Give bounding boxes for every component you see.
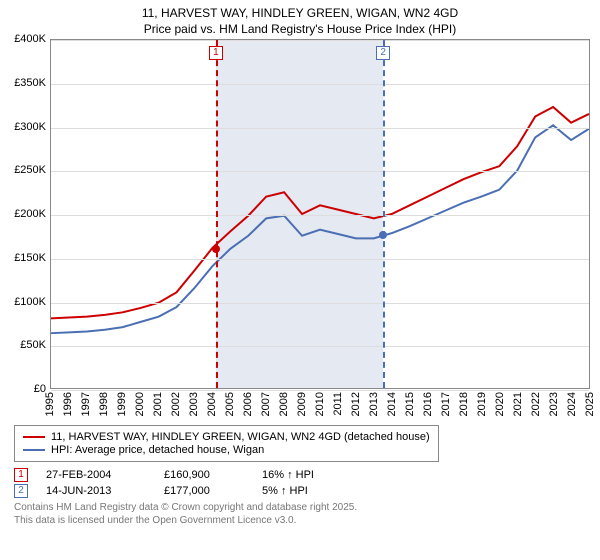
x-axis: 1995199619971998199920002001200220032004… bbox=[50, 389, 590, 419]
gridline bbox=[51, 215, 589, 216]
sale-marker-dot bbox=[212, 245, 220, 253]
sale-marker-box: 1 bbox=[209, 46, 223, 60]
x-tick-label: 2018 bbox=[458, 392, 470, 416]
footer-line-1: Contains HM Land Registry data © Crown c… bbox=[14, 502, 586, 515]
x-tick-label: 2023 bbox=[548, 392, 560, 416]
y-tick-label: £200K bbox=[14, 208, 46, 220]
sale-row-price: £177,000 bbox=[164, 485, 244, 497]
x-tick-label: 1999 bbox=[116, 392, 128, 416]
x-tick-label: 2004 bbox=[206, 392, 218, 416]
legend-swatch-1 bbox=[23, 436, 45, 438]
x-tick-label: 2008 bbox=[278, 392, 290, 416]
sale-marker-box: 2 bbox=[376, 46, 390, 60]
y-tick-label: £350K bbox=[14, 77, 46, 89]
footer-attribution: Contains HM Land Registry data © Crown c… bbox=[14, 502, 586, 527]
chart-container: £0£50K£100K£150K£200K£250K£300K£350K£400… bbox=[10, 39, 590, 419]
x-tick-label: 2007 bbox=[260, 392, 272, 416]
sale-marker-vline bbox=[383, 40, 385, 388]
plot-area: 12 bbox=[50, 39, 590, 389]
chart-title-block: 11, HARVEST WAY, HINDLEY GREEN, WIGAN, W… bbox=[0, 0, 600, 39]
x-tick-label: 2016 bbox=[422, 392, 434, 416]
gridline bbox=[51, 40, 589, 41]
chart-lines-svg bbox=[51, 40, 589, 388]
x-tick-label: 2012 bbox=[350, 392, 362, 416]
legend-label-2: HPI: Average price, detached house, Wiga… bbox=[51, 444, 264, 456]
x-tick-label: 2006 bbox=[242, 392, 254, 416]
x-tick-label: 2019 bbox=[476, 392, 488, 416]
x-tick-label: 2017 bbox=[440, 392, 452, 416]
sale-row-date: 14-JUN-2013 bbox=[46, 485, 146, 497]
x-tick-label: 2021 bbox=[512, 392, 524, 416]
gridline bbox=[51, 346, 589, 347]
x-tick-label: 1996 bbox=[62, 392, 74, 416]
legend-swatch-2 bbox=[23, 449, 45, 451]
y-tick-label: £400K bbox=[14, 33, 46, 45]
legend-item-hpi: HPI: Average price, detached house, Wiga… bbox=[23, 444, 430, 456]
sale-row-marker: 1 bbox=[14, 468, 28, 482]
gridline bbox=[51, 84, 589, 85]
gridline bbox=[51, 303, 589, 304]
x-tick-label: 2001 bbox=[152, 392, 164, 416]
x-tick-label: 2024 bbox=[566, 392, 578, 416]
x-tick-label: 2000 bbox=[134, 392, 146, 416]
x-tick-label: 2025 bbox=[584, 392, 596, 416]
x-tick-label: 2011 bbox=[332, 392, 344, 416]
x-tick-label: 2015 bbox=[404, 392, 416, 416]
y-tick-label: £250K bbox=[14, 164, 46, 176]
gridline bbox=[51, 128, 589, 129]
sale-row-price: £160,900 bbox=[164, 469, 244, 481]
y-axis: £0£50K£100K£150K£200K£250K£300K£350K£400… bbox=[10, 39, 50, 389]
x-tick-label: 2013 bbox=[368, 392, 380, 416]
gridline bbox=[51, 259, 589, 260]
x-tick-label: 1998 bbox=[98, 392, 110, 416]
sale-row-hpi: 16% ↑ HPI bbox=[262, 469, 362, 481]
chart-legend: 11, HARVEST WAY, HINDLEY GREEN, WIGAN, W… bbox=[14, 425, 439, 462]
y-tick-label: £100K bbox=[14, 296, 46, 308]
title-line-2: Price paid vs. HM Land Registry's House … bbox=[10, 22, 590, 38]
sale-row-date: 27-FEB-2004 bbox=[46, 469, 146, 481]
x-tick-label: 1995 bbox=[44, 392, 56, 416]
sale-row: 2 14-JUN-2013 £177,000 5% ↑ HPI bbox=[14, 484, 586, 498]
sale-marker-vline bbox=[216, 40, 218, 388]
y-tick-label: £300K bbox=[14, 121, 46, 133]
x-tick-label: 2010 bbox=[314, 392, 326, 416]
x-tick-label: 2014 bbox=[386, 392, 398, 416]
legend-item-price-paid: 11, HARVEST WAY, HINDLEY GREEN, WIGAN, W… bbox=[23, 431, 430, 443]
sale-summary: 1 27-FEB-2004 £160,900 16% ↑ HPI 2 14-JUN-201… bbox=[14, 468, 586, 498]
title-line-1: 11, HARVEST WAY, HINDLEY GREEN, WIGAN, W… bbox=[10, 6, 590, 22]
x-tick-label: 2020 bbox=[494, 392, 506, 416]
sale-row-marker: 2 bbox=[14, 484, 28, 498]
x-tick-label: 2009 bbox=[296, 392, 308, 416]
sale-row: 1 27-FEB-2004 £160,900 16% ↑ HPI bbox=[14, 468, 586, 482]
x-tick-label: 2003 bbox=[188, 392, 200, 416]
footer-line-2: This data is licensed under the Open Gov… bbox=[14, 515, 586, 528]
x-tick-label: 2022 bbox=[530, 392, 542, 416]
gridline bbox=[51, 171, 589, 172]
y-tick-label: £50K bbox=[20, 339, 46, 351]
x-tick-label: 1997 bbox=[80, 392, 92, 416]
x-tick-label: 2002 bbox=[170, 392, 182, 416]
series-line-price_paid bbox=[51, 107, 589, 318]
sale-marker-dot bbox=[379, 231, 387, 239]
legend-label-1: 11, HARVEST WAY, HINDLEY GREEN, WIGAN, W… bbox=[51, 431, 430, 443]
sale-row-hpi: 5% ↑ HPI bbox=[262, 485, 362, 497]
y-tick-label: £150K bbox=[14, 252, 46, 264]
x-tick-label: 2005 bbox=[224, 392, 236, 416]
